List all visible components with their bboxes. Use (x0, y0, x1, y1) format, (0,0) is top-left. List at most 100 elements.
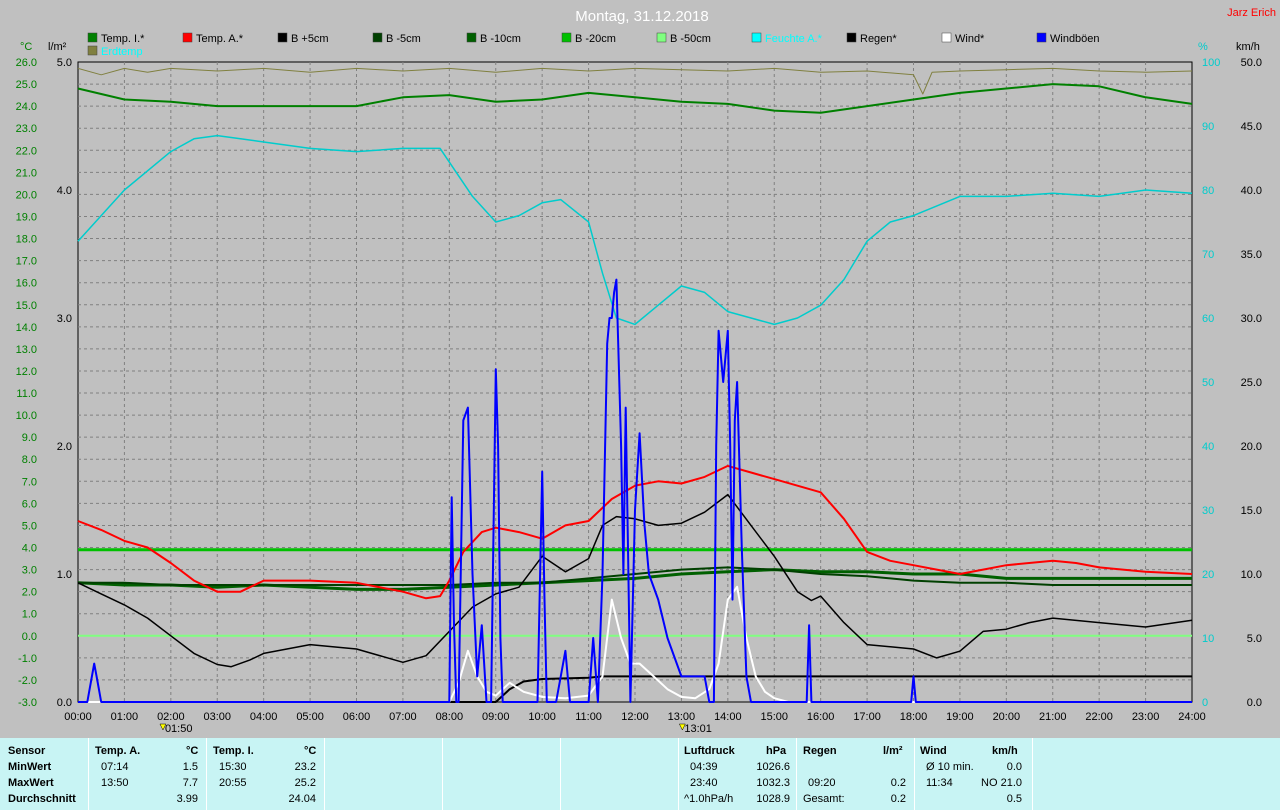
series-line (78, 278, 1192, 703)
temp-i-min-val: 23.2 (294, 761, 316, 773)
wind-tick-label: 0.0 (1247, 697, 1262, 709)
legend-label: Feuchte A.* (765, 33, 823, 45)
temp-tick-label: 16.0 (16, 278, 37, 290)
time-tick-label: 04:00 (250, 711, 278, 723)
legend-swatch (846, 32, 857, 43)
row-label: MinWert (8, 761, 52, 773)
humidity-tick-label: 60 (1202, 313, 1214, 325)
time-tick-label: 23:00 (1132, 711, 1160, 723)
series-line (78, 675, 1192, 703)
unit-rain: l/m² (48, 41, 67, 53)
weather-chart: Montag, 31.12.2018 Jarz Erich °C l/m² % … (16, 7, 1276, 735)
humidity-tick-label: 70 (1202, 249, 1214, 261)
time-tick-label: 12:00 (621, 711, 649, 723)
legend-swatch (182, 32, 193, 43)
pressure-max-val: 1032.3 (756, 777, 790, 789)
legend-swatch (1036, 32, 1047, 43)
legend-label: Regen* (860, 33, 897, 45)
legend-label: Temp. I.* (101, 33, 145, 45)
wind-tick-label: 20.0 (1241, 441, 1262, 453)
rain-tick-label: 4.0 (57, 185, 72, 197)
time-tick-label: 10:00 (528, 711, 556, 723)
axes: 26.0 25.0 24.0 23.0 22.0 21.0 20.0 19.0 18.0 17.0… (16, 57, 1262, 735)
time-tick-label: 16:00 (807, 711, 835, 723)
wind-tick-label: 5.0 (1247, 633, 1262, 645)
legend-label: B -5cm (386, 33, 421, 45)
unit-hum: % (1198, 41, 1208, 53)
statistics-panel: Sensor Temp. A. °C Temp. I. °C Luftdruck… (0, 738, 1280, 810)
temp-tick-label: 20.0 (16, 189, 37, 201)
legend-swatch (751, 32, 762, 43)
wind-min-val: 0.0 (1006, 761, 1022, 773)
hdr-rain: Regen (803, 745, 837, 757)
hdr-temp-a: Temp. A. (95, 745, 141, 757)
hdr-temp-i: Temp. I. (213, 745, 254, 757)
humidity-tick-label: 50 (1202, 377, 1214, 389)
rain-tick-label: 5.0 (57, 57, 72, 69)
temp-tick-label: 13.0 (16, 344, 37, 356)
hdr-temp-i-unit: °C (304, 745, 317, 757)
temp-tick-label: 26.0 (16, 57, 37, 69)
chart-title: Montag, 31.12.2018 (575, 8, 708, 25)
time-tick-label: 14:00 (714, 711, 742, 723)
wind-tick-label: 30.0 (1241, 313, 1262, 325)
rain-tick-label: 0.0 (57, 697, 72, 709)
pressure-min-val: 1026.6 (756, 761, 790, 773)
temp-tick-label: 19.0 (16, 211, 37, 223)
series-line (77, 493, 1193, 668)
time-tick-label: 02:00 (157, 711, 185, 723)
humidity-tick-label: 10 (1202, 633, 1214, 645)
wind-tick-label: 40.0 (1241, 185, 1262, 197)
rain-max-val: 0.2 (890, 777, 906, 789)
temp-i-max-val: 25.2 (294, 777, 316, 789)
series-line (77, 464, 1193, 600)
temp-tick-label: -3.0 (18, 697, 37, 709)
temp-tick-label: 12.0 (16, 366, 37, 378)
humidity-tick-label: 0 (1202, 697, 1208, 709)
temp-a-min-val: 1.5 (182, 761, 198, 773)
series-line (78, 566, 1192, 586)
hdr-sensor: Sensor (8, 745, 46, 757)
temp-tick-label: 21.0 (16, 167, 37, 179)
time-tick-label: 03:00 (203, 711, 231, 723)
temp-a-max-time: 13:50 (101, 777, 129, 789)
hdr-pressure-unit: hPa (766, 745, 787, 757)
series-group (77, 67, 1193, 703)
temp-tick-label: 7.0 (22, 476, 37, 488)
series-line (77, 134, 1193, 326)
legend-swatch (87, 45, 98, 56)
temp-tick-label: 1.0 (22, 609, 37, 621)
time-tick-label: 08:00 (436, 711, 464, 723)
series-line (77, 83, 1193, 114)
wind-avg-val: 0.5 (1006, 793, 1022, 805)
time-tick-label: 18:00 (900, 711, 928, 723)
event-marker-label: 01:50 (165, 723, 193, 735)
legend-swatch (87, 32, 98, 43)
legend-label: B +5cm (291, 33, 329, 45)
legend-swatch (277, 32, 288, 43)
legend-swatch (941, 32, 952, 43)
temp-tick-label: 25.0 (16, 79, 37, 91)
time-tick-label: 09:00 (482, 711, 510, 723)
rain-tick-label: 3.0 (57, 313, 72, 325)
temp-tick-label: 9.0 (22, 432, 37, 444)
temp-i-avg-val: 24.04 (288, 793, 316, 805)
time-tick-label: 07:00 (389, 711, 417, 723)
chart-canvas: Montag, 31.12.2018 Jarz Erich °C l/m² % … (16, 7, 1276, 735)
unit-temp: °C (20, 41, 32, 53)
rain-tick-label: 1.0 (57, 569, 72, 581)
temp-tick-label: 22.0 (16, 145, 37, 157)
temp-tick-label: 4.0 (22, 543, 37, 555)
temp-tick-label: 10.0 (16, 410, 37, 422)
legend-label: Temp. A.* (196, 33, 244, 45)
wind-tick-label: 15.0 (1241, 505, 1262, 517)
row-label: MaxWert (8, 777, 54, 789)
wind-tick-label: 50.0 (1241, 57, 1262, 69)
event-marker-icon (678, 723, 686, 731)
legend-label: Erdtemp (101, 46, 143, 58)
wind-tick-label: 45.0 (1241, 121, 1262, 133)
humidity-tick-label: 90 (1202, 121, 1214, 133)
time-tick-label: 15:00 (760, 711, 788, 723)
time-tick-label: 21:00 (1039, 711, 1067, 723)
event-marker-icon (159, 723, 167, 731)
